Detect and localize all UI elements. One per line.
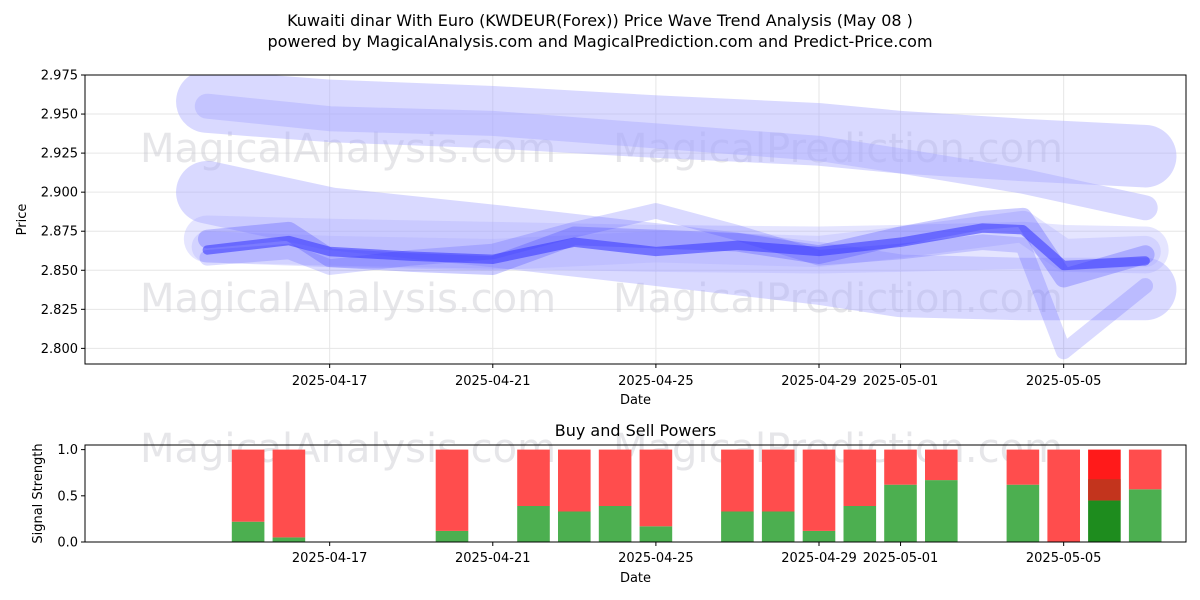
sell-bar	[925, 449, 958, 481]
overlap-bar	[1088, 479, 1121, 501]
sell-bar	[884, 449, 917, 485]
watermark-text: MagicalAnalysis.com	[140, 426, 556, 472]
bottom-x-tick-label: 2025-05-05	[1026, 551, 1102, 566]
sell-bar	[761, 449, 795, 512]
buy-bar	[639, 526, 673, 542]
bottom-y-axis-label: Signal Strength	[31, 443, 46, 543]
sell-bar	[598, 449, 632, 506]
top-x-axis-label: Date	[620, 393, 651, 408]
wave-band	[176, 75, 1177, 188]
wave-line	[199, 203, 1153, 360]
bottom-y-tick-label: 0.0	[57, 536, 78, 551]
sell-bar	[639, 449, 673, 527]
buy-bar	[517, 506, 550, 542]
sell-bar	[517, 449, 550, 506]
top-y-tick-label: 2.800	[41, 342, 78, 357]
top-y-tick-label: 2.875	[41, 225, 78, 240]
chart-title: Kuwaiti dinar With Euro (KWDEUR(Forex)) …	[287, 11, 913, 30]
buy-bar	[884, 484, 917, 542]
top-y-tick-label: 2.925	[41, 147, 78, 162]
top-y-tick-label: 2.950	[41, 108, 78, 123]
buy-bar	[843, 506, 877, 542]
sell-bar	[1128, 449, 1162, 490]
top-y-tick-label: 2.975	[41, 69, 78, 84]
buy-bar	[231, 521, 265, 542]
wave-band	[176, 160, 1177, 321]
watermark-text: MagicalAnalysis.com	[140, 126, 556, 172]
bottom-x-tick-label: 2025-05-01	[863, 551, 939, 566]
buy-bar	[598, 506, 632, 542]
wave-line	[202, 223, 1150, 271]
sell-bar	[558, 449, 591, 512]
wave-band	[194, 93, 1158, 221]
top-plot-area	[176, 75, 1177, 360]
sell-bar	[1006, 449, 1040, 485]
top-y-tick-label: 2.825	[41, 303, 78, 318]
top-plot-frame	[84, 74, 1187, 365]
buy-bar	[925, 480, 958, 542]
top-x-tick-label: 2025-04-21	[455, 374, 531, 389]
bottom-x-tick-label: 2025-04-25	[618, 551, 694, 566]
wave-line	[197, 207, 1155, 288]
sell-bar	[721, 449, 754, 512]
top-x-tick-label: 2025-05-05	[1026, 374, 1102, 389]
buy-bar	[1128, 489, 1162, 542]
sell-bar	[843, 449, 877, 506]
sell-bar	[1047, 449, 1080, 542]
top-y-axis-label: Price	[15, 204, 30, 236]
bottom-x-tick-label: 2025-04-29	[781, 551, 857, 566]
top-y-tick-label: 2.850	[41, 264, 78, 279]
top-y-tick-label: 2.900	[41, 186, 78, 201]
buy-bar	[802, 530, 836, 542]
buy-bar	[721, 511, 754, 542]
sell-bar	[272, 449, 306, 538]
bottom-x-tick-label: 2025-04-17	[292, 551, 368, 566]
top-x-tick-label: 2025-04-25	[618, 374, 694, 389]
top-x-tick-label: 2025-04-17	[292, 374, 368, 389]
bottom-x-axis-label: Date	[620, 571, 651, 586]
sell-bar	[802, 449, 836, 531]
sell-bar	[435, 449, 469, 531]
bottom-y-tick-label: 0.5	[57, 489, 78, 504]
buy-bar	[761, 511, 795, 542]
buy-bar	[1088, 500, 1121, 542]
bottom-y-tick-label: 1.0	[57, 443, 78, 458]
watermark-text: MagicalPrediction.com	[613, 276, 1063, 322]
bottom-plot-frame	[84, 444, 1187, 543]
watermark-text: MagicalPrediction.com	[613, 126, 1063, 172]
buy-bar	[1006, 484, 1040, 542]
buy-bar	[435, 530, 469, 542]
buy-bar	[272, 537, 306, 542]
top-x-tick-label: 2025-04-29	[781, 374, 857, 389]
buy-bar	[558, 511, 591, 542]
bottom-x-tick-label: 2025-04-21	[455, 551, 531, 566]
bottom-chart-title: Buy and Sell Powers	[555, 421, 717, 440]
watermark-text: MagicalAnalysis.com	[140, 276, 556, 322]
watermark-text: MagicalPrediction.com	[613, 426, 1063, 472]
sell-bar	[231, 449, 265, 522]
chart-subtitle: powered by MagicalAnalysis.com and Magic…	[267, 32, 932, 51]
top-x-tick-label: 2025-05-01	[863, 374, 939, 389]
